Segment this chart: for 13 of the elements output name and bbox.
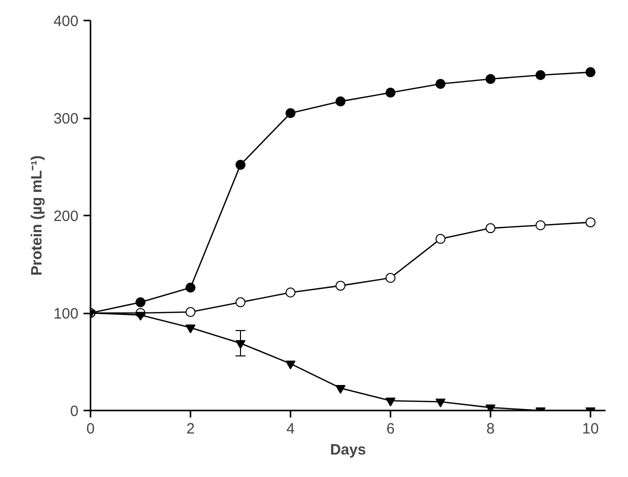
x-axis-title: Days	[330, 442, 366, 458]
y-tick-label: 300	[53, 110, 79, 128]
y-tick-label: 200	[53, 208, 79, 225]
x-tick-label: 0	[86, 420, 95, 438]
x-tick-label: 4	[286, 420, 295, 438]
x-tick-label: 8	[486, 420, 495, 438]
x-tick-label: 2	[186, 420, 195, 438]
x-tick-label: 6	[386, 420, 395, 438]
y-tick-label: 100	[53, 306, 79, 322]
x-tick-label: 10	[582, 420, 599, 438]
y-tick-label: 0	[70, 403, 78, 420]
y-axis-title: Protein (µg mL⁻¹)	[28, 155, 46, 276]
y-tick-label: 400	[53, 13, 79, 30]
